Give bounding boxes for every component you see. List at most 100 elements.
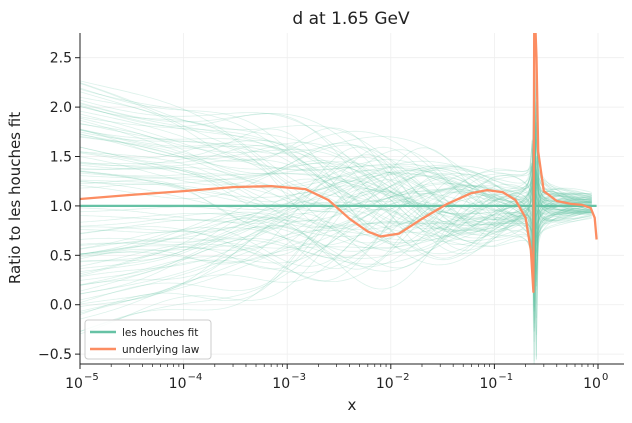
- x-tick-exponent: −1: [498, 372, 513, 383]
- replica-curve: [80, 60, 592, 224]
- x-tick-label: 10: [272, 376, 290, 392]
- replica-curve: [80, 101, 592, 245]
- replica-curve: [80, 146, 592, 329]
- replica-curve: [80, 152, 592, 321]
- replica-curve: [80, 122, 592, 255]
- replica-curve: [80, 166, 592, 332]
- replica-curve: [80, 154, 592, 248]
- replica-curve: [80, 99, 592, 260]
- replica-curve: [80, 41, 592, 240]
- replica-curve: [80, 151, 592, 270]
- replica-curve: [80, 173, 592, 303]
- replica-curve: [80, 88, 592, 252]
- replica-curve: [80, 39, 592, 234]
- replica-curve: [80, 169, 592, 267]
- x-tick-exponent: −2: [395, 372, 410, 383]
- replica-curve: [80, 77, 592, 294]
- replica-curve: [80, 150, 592, 268]
- replica-curve: [80, 160, 592, 287]
- replica-curve: [80, 110, 592, 364]
- chart-title: d at 1.65 GeV: [292, 9, 410, 29]
- y-tick-label: 2.0: [50, 100, 72, 116]
- replica-curve: [80, 80, 592, 287]
- x-tick-label: 10: [376, 376, 394, 392]
- replica-curve: [80, 172, 592, 283]
- replica-curve: [80, 181, 592, 312]
- replica-curve: [80, 162, 592, 312]
- replica-curve: [80, 49, 592, 316]
- replica-curve: [80, 106, 592, 301]
- replica-curve: [80, 172, 592, 275]
- replica-curve: [80, 102, 592, 270]
- y-tick-label: 2.5: [50, 51, 72, 67]
- replica-curve: [80, 108, 592, 320]
- x-tick-label: 10: [65, 376, 83, 392]
- replica-curve: [80, 94, 592, 242]
- replica-curve: [80, 116, 592, 362]
- y-axis-label: Ratio to les houches fit: [6, 112, 24, 284]
- replica-curve: [80, 173, 592, 312]
- replica-curve: [80, 184, 592, 332]
- replica-curve: [80, 106, 592, 255]
- replica-curve: [80, 144, 592, 274]
- replica-curve: [80, 143, 592, 240]
- x-tick-label: 10: [479, 376, 497, 392]
- replica-curve: [80, 136, 592, 254]
- y-tick-label: 0.0: [50, 298, 72, 314]
- replica-curve: [80, 42, 592, 295]
- replica-curve: [80, 122, 592, 239]
- replica-curve: [80, 166, 592, 257]
- replica-curve: [80, 84, 592, 265]
- y-tick-label: −0.5: [38, 347, 72, 363]
- replica-curve: [80, 129, 592, 234]
- replica-curve: [80, 132, 592, 252]
- replica-curve: [80, 164, 592, 265]
- replica-curve: [80, 139, 592, 286]
- x-tick-exponent: −4: [188, 372, 203, 383]
- x-tick-exponent: −3: [291, 372, 306, 383]
- replica-curve: [80, 126, 592, 335]
- replica-curve: [80, 169, 592, 332]
- replica-curve: [80, 103, 592, 332]
- y-tick-label: 0.5: [50, 248, 72, 264]
- legend: les houches fit underlying law: [84, 319, 212, 360]
- replica-curve: [80, 117, 592, 237]
- replica-curve: [80, 140, 592, 239]
- replica-curve: [80, 189, 592, 360]
- replica-curve: [80, 104, 592, 238]
- x-ticks: 10 −5 10 −4 10 −3 10 −2 10 −1 10 0: [65, 364, 608, 392]
- x-tick-label: 10: [583, 376, 601, 392]
- replica-curve: [80, 69, 592, 231]
- replica-curve: [80, 163, 592, 280]
- replica-curve: [80, 91, 592, 258]
- replica-curve: [80, 164, 592, 324]
- replica-curve: [80, 158, 592, 308]
- replica-curve: [80, 146, 592, 273]
- replica-curve: [80, 87, 592, 274]
- replica-curve: [80, 148, 592, 258]
- series-lines: [80, 33, 598, 294]
- legend-box: [84, 319, 212, 360]
- replica-curve: [80, 152, 592, 253]
- legend-label-fit: les houches fit: [122, 327, 198, 339]
- replica-curve: [80, 169, 592, 273]
- x-tick-exponent: 0: [602, 372, 608, 383]
- y-tick-label: 1.5: [50, 150, 72, 166]
- replica-curve: [80, 139, 592, 255]
- legend-label-law: underlying law: [122, 344, 200, 356]
- series-line-law: [80, 33, 598, 294]
- replica-curve: [80, 137, 592, 286]
- replica-curve: [80, 133, 592, 264]
- replica-curve: [80, 111, 592, 241]
- replica-curve: [80, 137, 592, 244]
- x-tick-label: 10: [169, 376, 187, 392]
- replica-curve: [80, 120, 592, 273]
- replica-curve: [80, 122, 592, 286]
- replica-curve: [80, 105, 592, 361]
- replica-curve: [80, 136, 592, 238]
- x-axis-label: x: [348, 396, 357, 414]
- replica-curve: [80, 101, 592, 308]
- replica-band: [80, 39, 592, 364]
- replica-curve: [80, 56, 592, 304]
